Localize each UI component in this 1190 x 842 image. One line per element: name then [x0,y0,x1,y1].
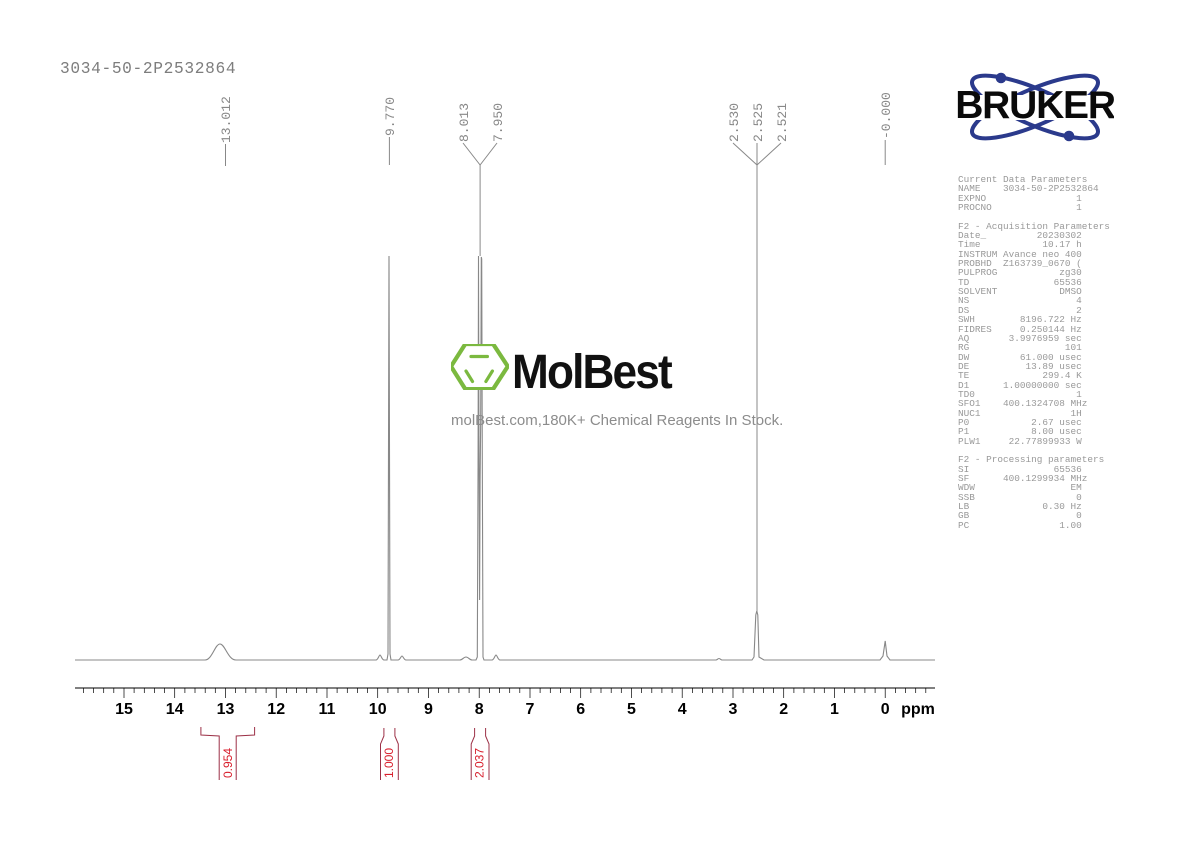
svg-text:12: 12 [267,701,285,718]
svg-text:8: 8 [475,701,484,718]
svg-text:11: 11 [319,701,336,718]
svg-text:14: 14 [166,701,184,718]
svg-text:8.013: 8.013 [457,103,472,142]
svg-text:9: 9 [424,701,433,718]
svg-text:ppm: ppm [901,701,935,718]
svg-text:13: 13 [217,701,235,718]
svg-text:3: 3 [729,701,738,718]
svg-text:1: 1 [830,701,839,718]
svg-text:7.950: 7.950 [491,103,506,142]
svg-text:10: 10 [369,701,387,718]
svg-text:2.525: 2.525 [751,103,766,142]
svg-text:-0.000: -0.000 [879,92,894,139]
svg-text:7: 7 [526,701,535,718]
svg-text:4: 4 [678,701,687,718]
svg-text:2.037: 2.037 [473,748,487,778]
svg-text:13.012: 13.012 [219,96,234,143]
svg-text:2: 2 [779,701,788,718]
svg-text:0: 0 [881,701,890,718]
svg-text:0.954: 0.954 [221,748,235,778]
svg-text:2.521: 2.521 [775,103,790,142]
svg-text:2.530: 2.530 [727,103,742,142]
svg-text:9.770: 9.770 [383,97,398,136]
svg-text:15: 15 [115,701,133,718]
svg-text:6: 6 [576,701,585,718]
svg-text:1.000: 1.000 [382,748,396,778]
svg-text:5: 5 [627,701,636,718]
